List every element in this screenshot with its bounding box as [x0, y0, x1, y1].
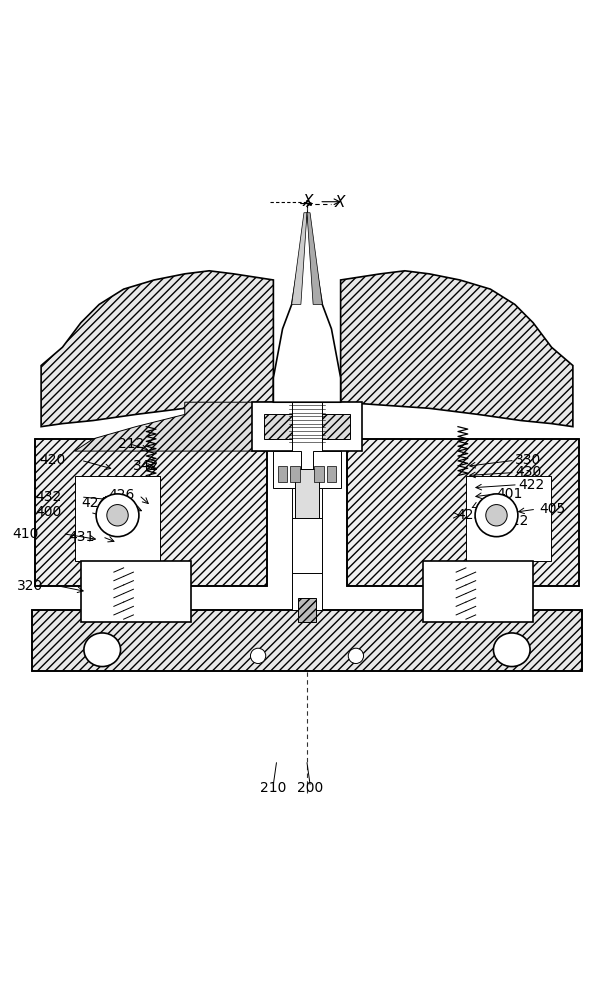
Bar: [264, 414, 350, 439]
Ellipse shape: [494, 633, 530, 667]
Bar: [35, 439, 267, 586]
Polygon shape: [292, 213, 307, 304]
Polygon shape: [307, 213, 322, 304]
Bar: [32, 610, 582, 671]
Text: 420: 420: [39, 453, 66, 467]
Text: 423: 423: [457, 508, 483, 522]
Bar: [75, 476, 160, 561]
Text: 330: 330: [515, 453, 541, 467]
Text: 432: 432: [35, 490, 61, 504]
Text: 431: 431: [69, 530, 95, 544]
Bar: [298, 598, 316, 622]
Ellipse shape: [84, 633, 120, 667]
Bar: [292, 518, 322, 573]
Bar: [252, 402, 362, 451]
Bar: [273, 451, 301, 488]
Bar: [313, 451, 341, 488]
Text: 210: 210: [260, 781, 287, 795]
Polygon shape: [75, 402, 273, 451]
Text: X: X: [335, 195, 345, 210]
Text: 320: 320: [17, 579, 43, 593]
Bar: [347, 439, 579, 586]
Text: 200: 200: [297, 781, 323, 795]
Text: 410: 410: [12, 527, 39, 541]
Text: 430: 430: [515, 465, 541, 479]
Text: 405: 405: [539, 502, 565, 516]
Bar: [278, 466, 287, 482]
Text: 416: 416: [475, 499, 502, 513]
Bar: [81, 561, 191, 622]
Bar: [327, 466, 336, 482]
Text: 412: 412: [503, 514, 529, 528]
Ellipse shape: [475, 494, 518, 537]
Bar: [32, 610, 582, 671]
Bar: [314, 466, 324, 482]
Ellipse shape: [348, 648, 363, 664]
Bar: [290, 466, 300, 482]
Text: 422: 422: [518, 478, 544, 492]
Bar: [423, 561, 533, 622]
Bar: [292, 378, 322, 610]
Polygon shape: [41, 271, 273, 427]
Bar: [35, 439, 267, 586]
Bar: [466, 476, 551, 561]
Bar: [295, 469, 319, 518]
Ellipse shape: [96, 494, 139, 537]
Ellipse shape: [486, 505, 507, 526]
Bar: [347, 439, 579, 586]
Ellipse shape: [251, 648, 266, 664]
Text: X: X: [303, 194, 314, 209]
Text: 212: 212: [117, 437, 144, 451]
Text: 342: 342: [133, 459, 159, 473]
Ellipse shape: [107, 505, 128, 526]
Text: 401: 401: [497, 487, 523, 501]
Polygon shape: [273, 213, 341, 402]
Text: 400: 400: [35, 505, 61, 519]
Text: 426: 426: [108, 488, 134, 502]
Polygon shape: [341, 271, 573, 427]
Text: 424: 424: [81, 496, 107, 510]
